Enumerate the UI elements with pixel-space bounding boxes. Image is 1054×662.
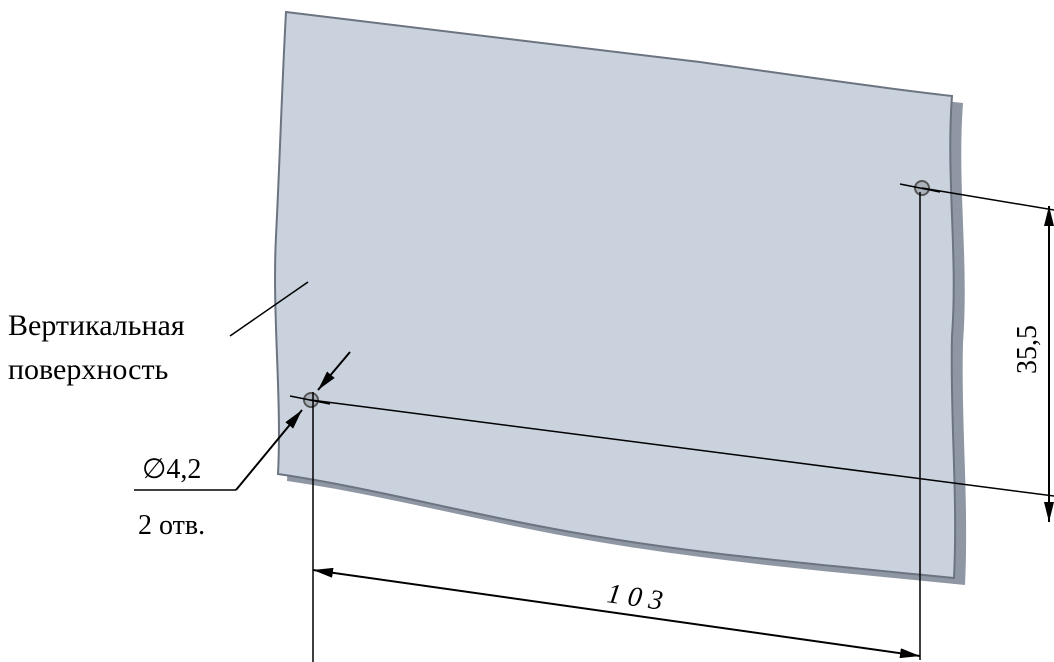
extension-line-top bbox=[921, 187, 1054, 211]
surface-label-line1: Вертикальная bbox=[8, 309, 185, 342]
center-mark-left bbox=[289, 395, 331, 405]
diameter-arrow-upper bbox=[317, 351, 351, 391]
horizontal-dimension-line bbox=[312, 567, 921, 659]
vertical-dimension-label: 35,5 bbox=[1012, 325, 1043, 374]
surface-leader bbox=[229, 281, 309, 337]
diameter-leader bbox=[235, 409, 303, 491]
horizontal-dimension-label: 1 0 3 bbox=[605, 578, 665, 616]
vertical-surface-panel bbox=[274, 10, 957, 580]
extension-line-bottom bbox=[310, 399, 1054, 497]
center-mark-right bbox=[899, 183, 941, 193]
hole-count-label: 2 отв. bbox=[138, 510, 205, 541]
surface-label-line2: поверхность bbox=[8, 353, 168, 386]
hole-diameter-label: ∅4,2 bbox=[142, 454, 201, 485]
